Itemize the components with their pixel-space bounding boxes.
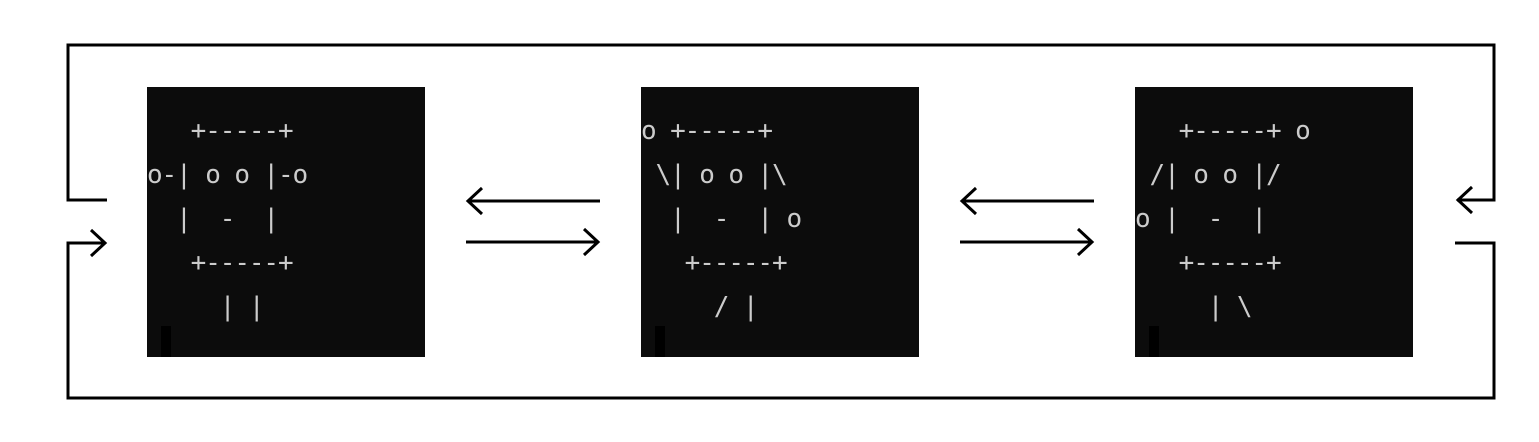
ascii-line: +-----+ — [641, 248, 788, 278]
ascii-robot-frame-2: o +-----+ \| o o |\ | - | o +-----+ / | — [641, 109, 919, 329]
arrow-2-to-1-head — [465, 186, 484, 216]
arrowhead-loop-bottom — [89, 228, 108, 258]
ascii-robot-frame-3: +-----+ o /| o o |/ o | - | +-----+ | \ — [1135, 109, 1413, 329]
terminal-cursor — [161, 326, 171, 357]
arrowhead-loop-top — [1455, 185, 1474, 215]
ascii-line: \| o o |\ — [641, 160, 788, 190]
ascii-line: | - | — [147, 204, 279, 234]
ascii-line: o | - | — [1135, 204, 1267, 234]
terminal-frame-3: +-----+ o /| o o |/ o | - | +-----+ | \ — [1135, 87, 1413, 357]
ascii-line: /| o o |/ — [1135, 160, 1282, 190]
terminal-cursor — [655, 326, 665, 357]
ascii-line: | - | o — [641, 204, 802, 234]
ascii-line: o +-----+ — [641, 116, 773, 146]
ascii-line: o-| o o |-o — [147, 160, 308, 190]
loop-connector-top — [66, 43, 1496, 202]
loop-connector-bottom — [66, 241, 1496, 400]
terminal-frame-2: o +-----+ \| o o |\ | - | o +-----+ / | — [641, 87, 919, 357]
ascii-line: / | — [641, 292, 759, 322]
ascii-line: | \ — [1135, 292, 1253, 322]
ascii-line: +-----+ — [147, 248, 294, 278]
arrow-3-to-2-head — [959, 186, 978, 216]
ascii-line: +-----+ o — [1135, 116, 1311, 146]
arrow-1-to-2-head — [582, 227, 601, 257]
ascii-line: +-----+ — [1135, 248, 1282, 278]
ascii-line: +-----+ — [147, 116, 294, 146]
arrow-2-to-3-head — [1076, 227, 1095, 257]
terminal-frame-1: +-----+ o-| o o |-o | - | +-----+ | | — [147, 87, 425, 357]
ascii-robot-frame-1: +-----+ o-| o o |-o | - | +-----+ | | — [147, 109, 425, 329]
terminal-cursor — [1149, 326, 1159, 357]
ascii-line: | | — [147, 292, 265, 322]
